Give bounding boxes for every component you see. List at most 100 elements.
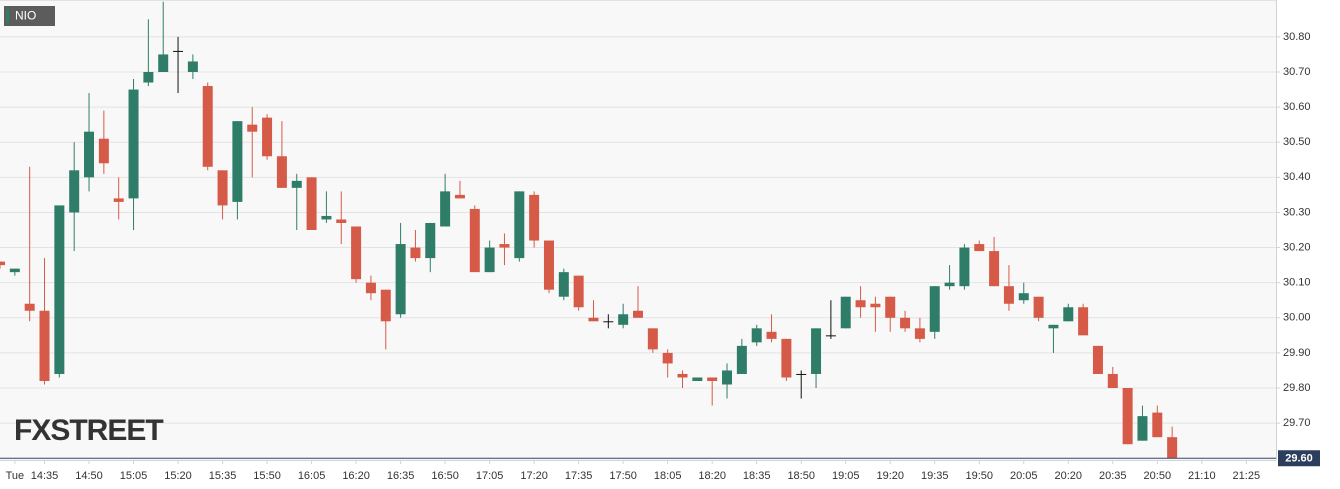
axes: 29.70 29.80 29.90 30.00 30.10 30.20 30.30 30.40… <box>0 31 1320 482</box>
candle-body <box>158 54 169 72</box>
candle-body <box>811 328 822 374</box>
y-tick-label: 30.30 <box>1283 206 1311 218</box>
candle-body <box>558 272 569 297</box>
x-tick-label: 17:35 <box>565 470 593 482</box>
y-tick-label: 30.40 <box>1283 171 1311 183</box>
candle-body <box>633 310 643 318</box>
candle-body <box>885 296 896 318</box>
candle-body <box>232 121 243 202</box>
candle-body <box>365 282 376 294</box>
candle-body <box>454 194 465 199</box>
candle-body <box>825 335 836 337</box>
y-tick-label: 29.70 <box>1283 417 1311 429</box>
y-tick-label: 30.10 <box>1283 277 1311 289</box>
candle-body <box>173 50 184 52</box>
candle-body <box>1092 345 1103 374</box>
candle-body <box>543 240 554 290</box>
legend-swatch <box>6 9 9 23</box>
x-tick-label: 15:05 <box>120 470 148 482</box>
candle-body <box>1003 286 1014 304</box>
x-tick-label: 17:50 <box>609 470 637 482</box>
x-tick-label: 20:35 <box>1099 470 1127 482</box>
x-tick-label: 15:20 <box>164 470 192 482</box>
candle-body <box>751 328 762 343</box>
candle-body <box>276 156 287 188</box>
candle-body <box>9 268 20 273</box>
candle-body <box>840 296 851 329</box>
x-tick-label: 14:50 <box>75 470 103 482</box>
candle-body <box>54 205 65 374</box>
candle-body <box>351 226 362 280</box>
y-tick-label: 30.20 <box>1283 241 1311 253</box>
candle-body <box>39 310 50 381</box>
candle-body <box>321 215 332 220</box>
y-tick-label: 29.90 <box>1283 347 1311 359</box>
watermark: FXSTREET <box>14 414 163 447</box>
candle-body <box>1137 416 1148 441</box>
x-tick-label: 19:35 <box>921 470 949 482</box>
candle-body <box>187 61 198 72</box>
candle-body <box>766 331 777 339</box>
candle-body <box>914 328 925 339</box>
legend-label: NIO <box>15 9 36 23</box>
x-tick-label: 20:05 <box>1010 470 1038 482</box>
candle-body <box>944 282 955 287</box>
x-tick-label: 21:25 <box>1233 470 1261 482</box>
candle-body <box>484 247 495 273</box>
candle-body <box>24 303 35 311</box>
x-tick-label: 18:35 <box>743 470 771 482</box>
candle-body <box>588 317 599 322</box>
x-tick-label: Tue <box>6 470 25 482</box>
candles <box>0 1 1178 459</box>
y-tick-label: 30.60 <box>1283 101 1311 113</box>
candle-body <box>202 86 213 167</box>
candle-body <box>618 314 629 325</box>
y-tick-label: 30.70 <box>1283 66 1311 78</box>
candle-body <box>989 251 1000 287</box>
candle-body <box>98 138 109 164</box>
candle-body <box>900 317 911 329</box>
candle-body <box>529 194 540 241</box>
candle-body <box>707 377 718 381</box>
candle-body <box>410 247 421 259</box>
legend-box <box>4 6 55 26</box>
candle-body <box>662 352 673 364</box>
candle-body <box>262 117 273 157</box>
grid <box>0 36 1276 424</box>
candle-body <box>959 247 970 287</box>
candle-body <box>113 198 124 202</box>
x-tick-label: 18:20 <box>698 470 726 482</box>
candle-body <box>677 373 688 378</box>
candle-body <box>84 131 95 178</box>
candle-body <box>336 219 347 223</box>
last-price-label: 29.60 <box>1285 453 1313 465</box>
candle-body <box>722 370 733 385</box>
x-tick-label: 19:20 <box>876 470 904 482</box>
candle-body <box>781 338 792 378</box>
y-tick-label: 30.00 <box>1283 312 1311 324</box>
candle-body <box>692 377 703 381</box>
y-tick-label: 30.80 <box>1283 31 1311 43</box>
candle-body <box>306 177 317 230</box>
candle-body <box>736 345 747 374</box>
candle-body <box>1107 373 1118 389</box>
candle-body <box>143 71 154 83</box>
x-tick-label: 20:50 <box>1144 470 1172 482</box>
candle-body <box>69 170 80 213</box>
plot-area <box>0 0 1276 460</box>
candle-body <box>0 261 5 266</box>
candle-body <box>647 328 658 350</box>
candle-body <box>514 191 525 259</box>
last-price-box <box>1278 450 1320 467</box>
x-tick-label: 15:35 <box>209 470 237 482</box>
candle-body <box>1048 324 1059 329</box>
candle-body <box>440 191 451 227</box>
candle-body <box>855 300 866 308</box>
candle-body <box>247 124 258 132</box>
x-tick-label: 21:10 <box>1188 470 1216 482</box>
candle-body <box>1033 296 1044 318</box>
x-tick-label: 16:35 <box>387 470 415 482</box>
candle-body <box>425 222 436 259</box>
x-tick-label: 16:20 <box>342 470 370 482</box>
